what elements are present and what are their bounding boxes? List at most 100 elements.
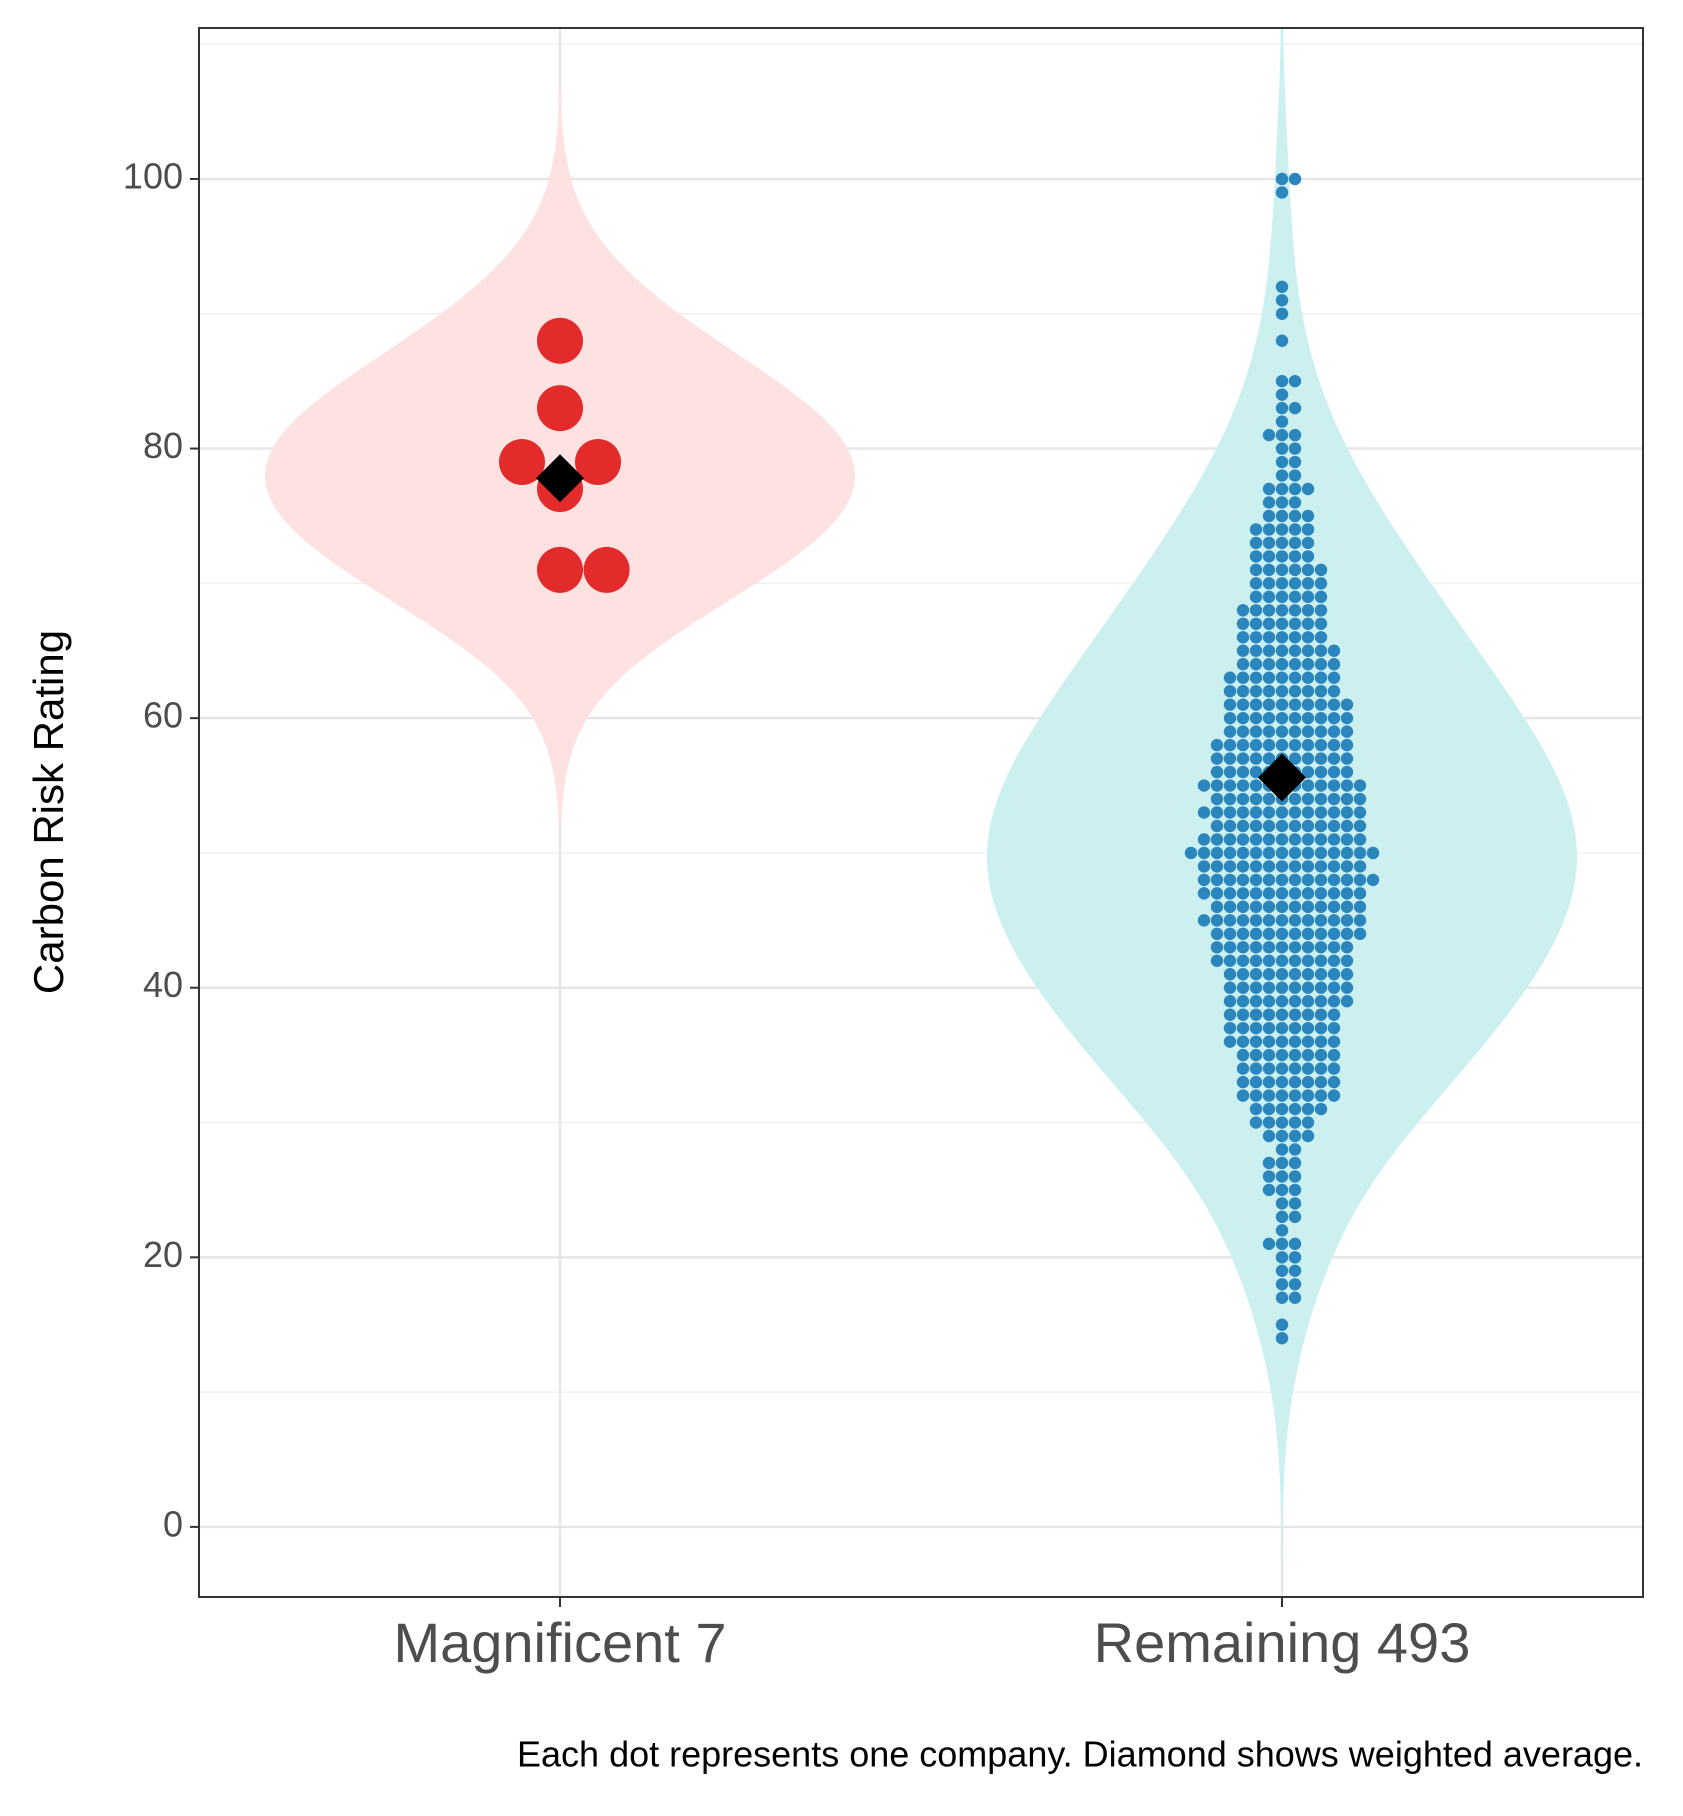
- dot: [1236, 1062, 1250, 1075]
- dot: [1288, 482, 1302, 496]
- y-axis-title: Carbon Risk Rating: [25, 630, 72, 994]
- dot: [1210, 954, 1224, 967]
- dot: [1275, 819, 1289, 833]
- dot: [1340, 806, 1354, 819]
- dot: [1275, 442, 1289, 455]
- dot: [1223, 927, 1237, 941]
- dot: [1314, 1021, 1328, 1035]
- dot: [1262, 914, 1276, 927]
- dot: [1210, 860, 1224, 873]
- dot: [1223, 873, 1237, 887]
- dot: [1366, 873, 1380, 887]
- dot: [1275, 577, 1289, 590]
- dot: [1314, 711, 1328, 725]
- dot: [1288, 631, 1302, 644]
- dot: [1353, 914, 1367, 927]
- dot: [1314, 995, 1328, 1008]
- dot: [1340, 914, 1354, 927]
- dot: [1314, 644, 1328, 657]
- dot: [1301, 698, 1315, 711]
- dot: [1314, 887, 1328, 900]
- dot: [1262, 658, 1276, 671]
- dot: [1275, 1102, 1289, 1116]
- dot: [1327, 873, 1341, 887]
- dot: [1288, 658, 1302, 671]
- dot: [1275, 914, 1289, 927]
- dot: [1314, 981, 1328, 994]
- dot: [1288, 442, 1302, 455]
- dot: [1262, 792, 1276, 806]
- dot: [1301, 1075, 1315, 1089]
- dot: [1353, 779, 1367, 792]
- dot: [1275, 374, 1289, 388]
- dot: [1249, 617, 1263, 630]
- y-tick-label: 20: [143, 1234, 183, 1275]
- dot: [1327, 954, 1341, 967]
- dot: [1223, 954, 1237, 967]
- dot: [1275, 1035, 1289, 1048]
- dot: [1197, 833, 1211, 846]
- dot: [1249, 968, 1263, 981]
- dot: [1275, 1075, 1289, 1089]
- dot: [1262, 1183, 1276, 1197]
- dot: [1275, 280, 1289, 294]
- dot: [1223, 752, 1237, 765]
- dot: [1314, 1035, 1328, 1048]
- dot: [1223, 819, 1237, 833]
- dot: [1262, 738, 1276, 752]
- dot: [1288, 172, 1302, 186]
- dot: [1288, 941, 1302, 954]
- dot: [1301, 1116, 1315, 1129]
- dot: [1301, 833, 1315, 846]
- caption: Each dot represents one company. Diamond…: [517, 1734, 1643, 1775]
- y-tick-label: 60: [143, 695, 183, 736]
- dot: [1288, 1008, 1302, 1021]
- dot: [1288, 995, 1302, 1008]
- dot: [1249, 1116, 1263, 1129]
- dot: [1275, 941, 1289, 954]
- dot: [1249, 658, 1263, 671]
- dot: [1327, 671, 1341, 684]
- dot: [1288, 509, 1302, 523]
- dot: [1262, 1129, 1276, 1143]
- dot: [1275, 644, 1289, 657]
- dot: [1275, 469, 1289, 482]
- dot: [1314, 577, 1328, 590]
- dot: [1301, 968, 1315, 981]
- dot: [1275, 1264, 1289, 1277]
- dot: [1275, 496, 1289, 509]
- dot: [1249, 954, 1263, 967]
- dot: [1275, 604, 1289, 617]
- dot: [1288, 981, 1302, 994]
- dot: [1301, 482, 1315, 496]
- dot: [1262, 590, 1276, 604]
- dot: [1275, 428, 1289, 442]
- dot: [1262, 482, 1276, 496]
- dot: [1249, 536, 1263, 550]
- dot: [1275, 1129, 1289, 1143]
- dot: [1288, 401, 1302, 415]
- dot: [1301, 779, 1315, 792]
- dot: [1301, 927, 1315, 941]
- dot: [1249, 577, 1263, 590]
- dot: [1236, 738, 1250, 752]
- dot: [1340, 779, 1354, 792]
- dot: [1236, 968, 1250, 981]
- dot: [1262, 873, 1276, 887]
- dot: [1327, 658, 1341, 671]
- dot: [1353, 927, 1367, 941]
- dot: [1327, 1035, 1341, 1048]
- dot: [1288, 469, 1302, 482]
- dot: [1275, 887, 1289, 900]
- dot: [1314, 1089, 1328, 1102]
- dot: [1249, 927, 1263, 941]
- dot: [1301, 684, 1315, 698]
- dot: [1210, 846, 1224, 860]
- dot: [1275, 860, 1289, 873]
- dot: [1236, 644, 1250, 657]
- dot: [1288, 1143, 1302, 1156]
- dot: [1275, 954, 1289, 967]
- dot: [1236, 819, 1250, 833]
- dot: [1301, 887, 1315, 900]
- dot: [1288, 428, 1302, 442]
